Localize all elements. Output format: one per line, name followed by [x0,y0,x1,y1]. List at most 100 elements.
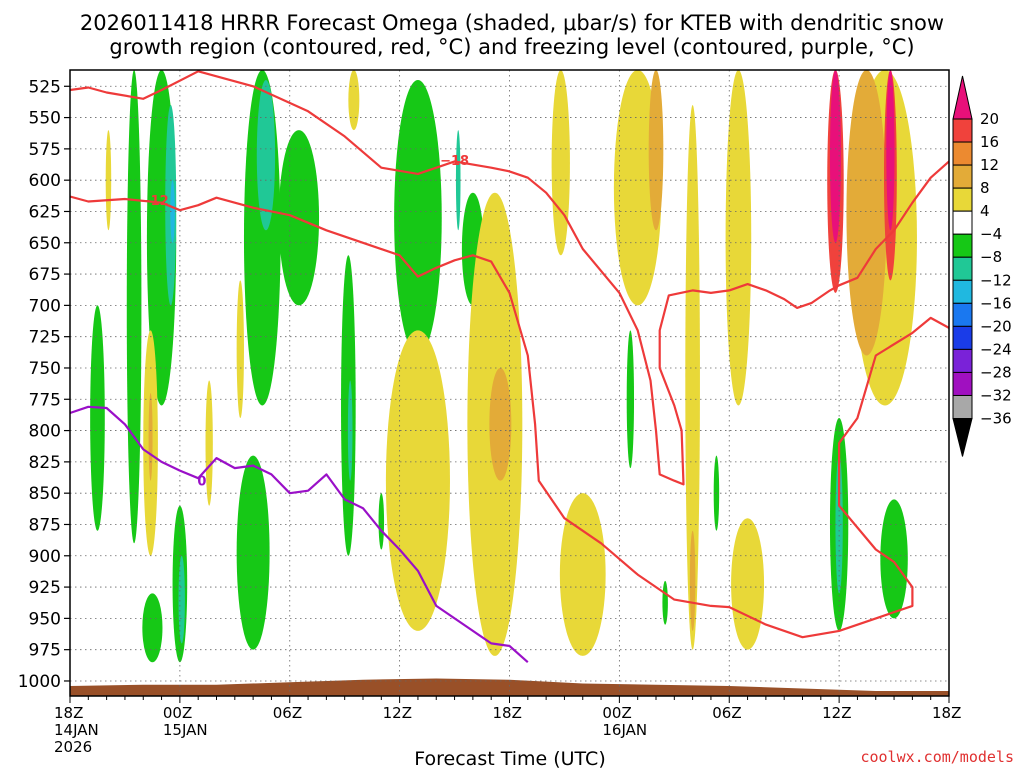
x-axis-label: Forecast Time (UTC) [414,748,605,768]
y-tick-label-525: 525 [29,77,61,97]
colorbar-label-4: 4 [980,202,990,220]
y-tick-label-825: 825 [29,453,61,473]
contour-line-2 [70,405,529,664]
omega-yellow-top-4 [725,70,752,406]
omega-green-column-4 [278,130,320,306]
omega-yellow-low-2 [685,105,700,650]
y-tick-label-1000: 1000 [18,672,61,692]
x-tick-label-6-1: 00Z [163,704,192,722]
omega-magenta-right-1 [829,70,841,243]
colorbar-bin-5 [952,210,973,235]
omega-orange-main [489,367,512,481]
y-tick-label-725: 725 [29,328,61,348]
colorbar-bin-7 [952,256,973,281]
omega-teal-low-b [178,555,185,644]
y-tick-label-925: 925 [29,578,61,598]
colorbar-bin-12 [952,371,973,396]
colorbar-top-arrow [952,75,973,120]
omega-green-column-6 [394,80,442,356]
colorbar-bin-10 [952,325,973,350]
colorbar-label-8: −16 [980,294,1012,312]
x-tick-label-0-1: 18Z [54,704,83,722]
omega-green-low-c [236,455,270,650]
omega-yellow-mid-2 [205,380,213,506]
colorbar-bin-6 [952,233,973,258]
y-tick-label-900: 900 [29,547,61,567]
omega-yellow-mid-3 [236,280,244,419]
chart-title-line-1: 2026011418 HRRR Forecast Omega (shaded, … [80,11,944,35]
omega-yellow-upper-1 [105,130,112,231]
x-tick-label-0-3: 2026 [54,738,92,756]
omega-teal-core-3 [256,80,276,231]
y-tick-label-575: 575 [29,140,61,160]
colorbar-bin-1 [952,118,973,143]
omega-teal-core-8 [835,455,843,594]
colorbar-label-11: −28 [980,363,1012,381]
colorbar-label-7: −12 [980,271,1012,289]
terrain-surface [70,678,949,696]
colorbar-bin-11 [952,348,973,373]
omega-blue-core-2 [170,180,175,243]
contour-line-1 [70,70,949,486]
y-tick-label-850: 850 [29,484,61,504]
omega-yellow-top-2 [551,70,570,256]
colorbar-bin-13 [952,394,973,420]
colorbar-label-3: 8 [980,179,990,197]
omega-orange-low-2 [689,530,696,631]
x-tick-label-36-1: 06Z [712,704,741,722]
colorbar-label-10: −24 [980,340,1012,358]
x-tick-label-18-1: 12Z [383,704,412,722]
contour-label-0: −12 [140,194,169,209]
colorbar-label-6: −8 [980,248,1002,266]
colorbar-label-9: −20 [980,317,1012,335]
contour-line-0 [70,195,949,639]
omega-green-small-1 [378,493,385,550]
colorbar-label-13: −36 [980,410,1012,428]
contour-label-2: 0 [197,475,206,490]
colorbar-bin-2 [952,141,973,166]
y-axis: 525 550 575 600 625 650 675 700 725 750 775 800 825 8… [18,77,70,692]
contour-label-1: −18 [440,154,469,169]
omega-orange-right [846,70,887,356]
omega-magenta-right-2 [886,70,895,231]
colorbar-label-12: −32 [980,386,1012,404]
omega-yellow-top-1 [348,70,360,131]
y-tick-label-950: 950 [29,609,61,629]
omega-teal-core-6 [455,130,461,231]
x-tick-label-48-1: 18Z [932,704,961,722]
omega-green-column-9 [880,499,908,619]
omega-orange-mid-1 [148,393,153,481]
colorbar: 20 16 12 8 4 −4 −8 −12 −16 −20 −24 −28 −32 −36 [952,75,1012,457]
omega-shading [90,70,917,663]
omega-yellow-low-1 [559,493,606,656]
omega-yellow-low-3 [731,518,765,650]
y-tick-label-675: 675 [29,265,61,285]
x-tick-label-30-1: 00Z [602,704,631,722]
y-tick-label-875: 875 [29,515,61,535]
y-tick-label-550: 550 [29,109,61,129]
x-tick-label-30-2: 16JAN [602,721,647,739]
omega-green-low-a [142,593,163,663]
colorbar-bin-3 [952,164,973,189]
x-tick-label-42-1: 12Z [822,704,851,722]
x-tick-label-0-2: 14JAN [54,721,99,739]
y-tick-label-750: 750 [29,359,61,379]
colorbar-label-5: −4 [980,225,1002,243]
omega-yellow-main-a [385,330,450,631]
colorbar-label-2: 12 [980,156,999,174]
colorbar-bottom-arrow [952,418,973,457]
colorbar-bin-4 [952,187,973,212]
omega-green-column-0 [90,305,105,531]
y-tick-label-625: 625 [29,202,61,222]
isotherm-contours: −12 −18 0 [70,70,949,664]
y-tick-label-800: 800 [29,422,61,442]
y-tick-label-975: 975 [29,641,61,661]
colorbar-bin-8 [952,279,973,304]
omega-green-column-1 [126,70,142,544]
colorbar-label-1: 16 [980,133,999,151]
y-tick-label-775: 775 [29,390,61,410]
x-tick-label-12-1: 06Z [273,704,302,722]
y-tick-label-650: 650 [29,234,61,254]
